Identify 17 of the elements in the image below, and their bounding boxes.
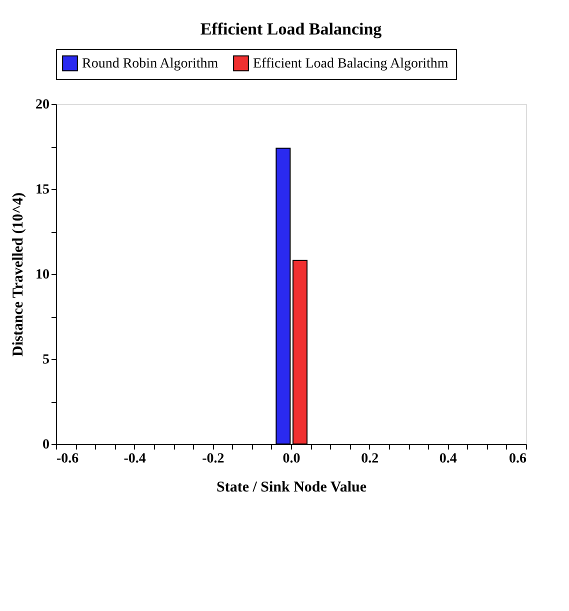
chart-title: Efficient Load Balancing bbox=[200, 20, 382, 38]
y-tick-label: 10 bbox=[36, 268, 50, 282]
x-tick-label: -0.2 bbox=[202, 452, 224, 466]
x-tick-label: 0.2 bbox=[361, 452, 379, 466]
x-tick-label: 0.6 bbox=[509, 452, 526, 466]
legend-label: Efficient Load Balacing Algorithm bbox=[253, 56, 448, 72]
x-axis-title: State / Sink Node Value bbox=[216, 480, 367, 496]
y-tick-label: 15 bbox=[36, 182, 50, 198]
y-tick-label: 0 bbox=[42, 438, 50, 452]
y-tick-label: 5 bbox=[42, 352, 50, 368]
legend-label: Round Robin Algorithm bbox=[82, 56, 218, 72]
x-tick-label: 0.0 bbox=[282, 452, 300, 466]
y-axis-title: Distance Travelled (10^4) bbox=[10, 192, 26, 356]
x-tick-label: -0.4 bbox=[124, 452, 146, 466]
x-tick-label: -0.6 bbox=[56, 452, 79, 466]
y-tick-label: 20 bbox=[36, 98, 50, 112]
x-tick-label: 0.4 bbox=[439, 452, 457, 466]
